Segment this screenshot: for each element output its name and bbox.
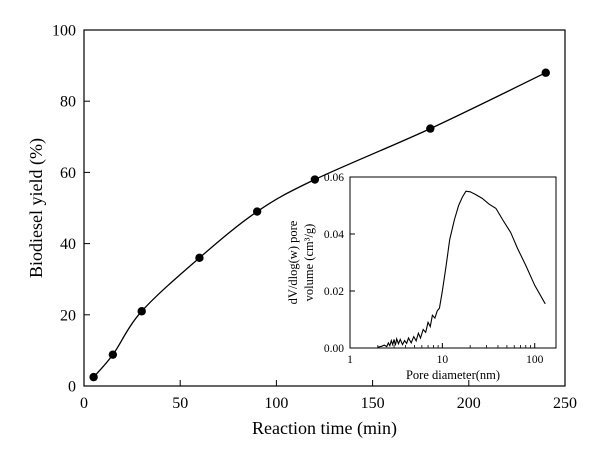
inset-y-tick-label: 0.06 [324, 172, 344, 184]
main-data-point [426, 124, 435, 133]
main-y-tick-label: 40 [60, 236, 76, 253]
main-x-tick-label: 200 [457, 395, 481, 412]
main-data-point [310, 175, 320, 184]
main-axes: 0 50 100 150 200 250 0 20 40 60 80 100 [52, 23, 577, 413]
main-data-point [108, 350, 118, 359]
inset-y-axis-label-line2: volume (cm³/g) [302, 224, 316, 302]
main-chart: 0 50 100 150 200 250 0 20 40 60 80 100 Reaction tim… [26, 23, 577, 440]
main-y-tick-label: 60 [60, 165, 76, 182]
main-series-points [89, 68, 550, 382]
inset-plot-frame [349, 176, 557, 349]
inset-x-axis-label: Pore diameter(nm) [406, 368, 500, 382]
main-x-tick-label: 100 [264, 395, 288, 412]
main-plot-frame [83, 29, 566, 387]
main-data-point [541, 68, 550, 77]
main-x-tick-label: 50 [172, 395, 188, 412]
main-data-point [137, 307, 146, 316]
inset-y-tick-label: 0.04 [324, 229, 344, 241]
main-y-tick-label: 100 [52, 23, 76, 40]
main-data-point [195, 253, 204, 263]
inset-y-axis-label-line1: dV/dlog(w) pore [286, 220, 300, 304]
main-data-point [89, 372, 98, 382]
main-y-tick-label: 0 [68, 379, 76, 396]
inset-x-tick-label: 10 [437, 354, 449, 366]
inset-y-tick-label: 0.02 [324, 286, 344, 298]
inset-y-tick-label: 0.00 [324, 343, 344, 355]
inset-background [350, 177, 556, 348]
main-data-point [252, 207, 262, 216]
inset-x-tick-label: 1 [347, 354, 353, 366]
inset-axes: 1 10 100 0.00 0.02 0.04 0.06 [324, 172, 544, 366]
inset-series-line [377, 190, 546, 348]
inset-x-tick-label: 100 [526, 354, 544, 366]
main-x-tick-label: 0 [80, 395, 88, 412]
main-x-axis-label: Reaction time (min) [252, 418, 397, 439]
main-y-tick-label: 20 [60, 307, 76, 324]
main-y-axis-label: Biodiesel yield (%) [26, 138, 47, 278]
inset-chart: 1 10 100 0.00 0.02 0.04 0.06 Pore diameter(nm)… [286, 172, 557, 382]
main-y-tick-label: 80 [60, 94, 76, 111]
main-x-tick-label: 250 [553, 395, 577, 412]
main-x-tick-label: 150 [361, 395, 385, 412]
